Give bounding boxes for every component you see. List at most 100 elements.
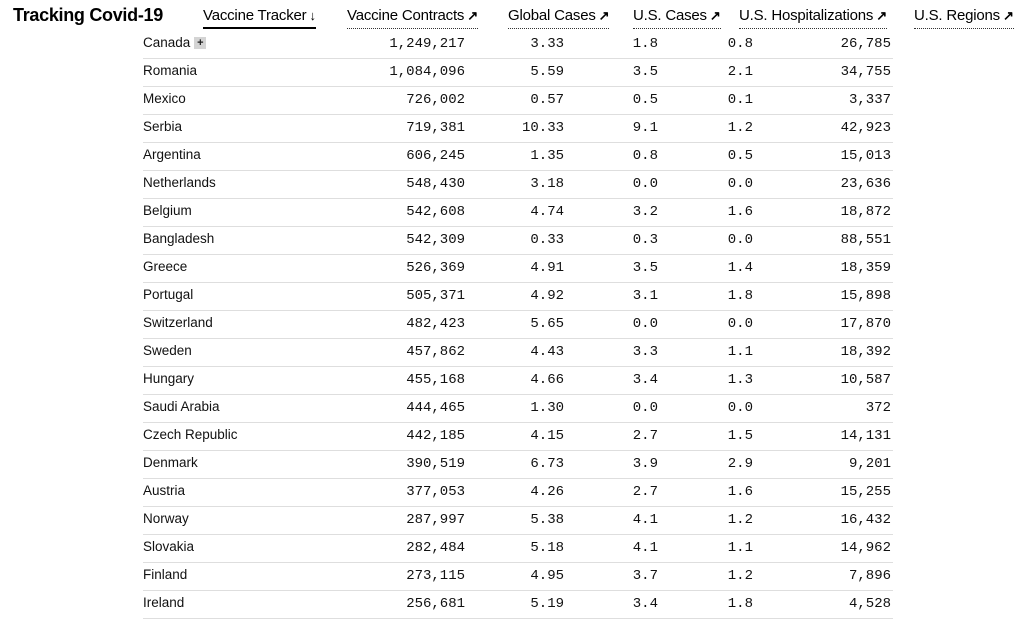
value-cell: 5.38 [530,512,564,528]
country-name: Bangladesh [143,231,215,246]
value-cell: 18,872 [840,204,891,220]
country-cell: Belgium [143,203,192,218]
value-cell: 14,962 [840,540,891,556]
doses-cell: 287,997 [406,512,465,528]
country-cell: Hungary [143,371,194,386]
value-cell: 3.2 [632,204,658,220]
value-cell: 4.1 [632,512,658,528]
country-cell: Canada + [143,35,207,50]
country-name: Serbia [143,119,183,134]
value-cell: 15,013 [840,148,891,164]
tab-label: Vaccine Contracts [347,7,465,24]
table-row: Denmark 390,519 6.73 3.9 2.9 9,201 [143,451,893,479]
value-cell: 1.6 [727,484,753,500]
tab-vaccine-contracts[interactable]: Vaccine Contracts ↗ [347,7,478,29]
value-cell: 372 [865,400,891,416]
table-row: Mexico 726,002 0.57 0.5 0.1 3,337 [143,87,893,115]
value-cell: 14,131 [840,428,891,444]
value-cell: 3.4 [632,596,658,612]
doses-cell: 256,681 [406,596,465,612]
value-cell: 1.1 [727,540,753,556]
tab-us-hospitalizations[interactable]: U.S. Hospitalizations ↗ [739,7,887,29]
country-name: Saudi Arabia [143,399,220,414]
value-cell: 1.8 [727,596,753,612]
country-cell: Switzerland [143,315,213,330]
value-cell: 26,785 [840,36,891,52]
value-cell: 5.19 [530,596,564,612]
country-cell: Norway [143,511,189,526]
arrow-up-right-icon: ↗ [876,8,887,23]
arrow-down-icon: ↓ [309,8,316,23]
value-cell: 1.2 [727,512,753,528]
value-cell: 7,896 [848,568,891,584]
value-cell: 15,255 [840,484,891,500]
country-cell: Netherlands [143,175,216,190]
country-name: Finland [143,567,188,582]
value-cell: 0.0 [632,400,658,416]
doses-cell: 1,249,217 [389,36,465,52]
value-cell: 2.9 [727,456,753,472]
site-title[interactable]: Tracking Covid-19 [13,5,163,25]
arrow-up-right-icon: ↗ [1002,8,1014,23]
table-row: Belgium 542,608 4.74 3.2 1.6 18,872 [143,199,893,227]
value-cell: 9.1 [632,120,658,136]
value-cell: 0.0 [632,176,658,192]
tab-us-regions[interactable]: U.S. Regions ↗ [914,7,1014,29]
value-cell: 0.0 [727,176,753,192]
doses-cell: 505,371 [406,288,465,304]
country-name: Argentina [143,147,201,162]
doses-cell: 526,369 [406,260,465,276]
value-cell: 0.8 [727,36,753,52]
value-cell: 0.3 [632,232,658,248]
country-cell: Romania [143,63,197,78]
doses-cell: 282,484 [406,540,465,556]
value-cell: 2.7 [632,484,658,500]
doses-cell: 542,608 [406,204,465,220]
value-cell: 0.33 [530,232,564,248]
table-row: Canada +1,249,217 3.33 1.8 0.8 26,785 [143,31,893,59]
value-cell: 5.18 [530,540,564,556]
tab-us-cases[interactable]: U.S. Cases ↗ [633,7,721,29]
value-cell: 4.26 [530,484,564,500]
tab-global-cases[interactable]: Global Cases ↗ [508,7,610,29]
value-cell: 4.91 [530,260,564,276]
value-cell: 1.3 [727,372,753,388]
country-name: Sweden [143,343,192,358]
country-cell: Bangladesh [143,231,214,246]
value-cell: 3.5 [632,260,658,276]
tab-label: U.S. Hospitalizations [739,7,874,24]
value-cell: 3.1 [632,288,658,304]
value-cell: 4.92 [530,288,564,304]
value-cell: 5.65 [530,316,564,332]
country-name: Portugal [143,287,194,302]
expand-plus-icon[interactable]: + [194,37,207,49]
country-name: Ireland [143,595,185,610]
top-navigation: Tracking Covid-19 Vaccine Tracker ↓ Vacci… [0,0,1024,32]
country-name: Denmark [143,455,198,470]
doses-cell: 1,084,096 [389,64,465,80]
country-cell: Mexico [143,91,186,106]
value-cell: 0.5 [632,92,658,108]
value-cell: 88,551 [840,232,891,248]
value-cell: 1.4 [727,260,753,276]
table-row: Austria 377,053 4.26 2.7 1.6 15,255 [143,479,893,507]
value-cell: 9,201 [848,456,891,472]
country-cell: Austria [143,483,185,498]
value-cell: 1.1 [727,344,753,360]
country-name: Hungary [143,371,195,386]
tab-label: U.S. Regions [914,7,1000,24]
country-name: Belgium [143,203,192,218]
tab-vaccine-tracker[interactable]: Vaccine Tracker ↓ [203,7,316,29]
arrow-up-right-icon: ↗ [598,8,610,23]
table-row: Czech Republic 442,185 4.15 2.7 1.5 14,131 [143,423,893,451]
value-cell: 42,923 [840,120,891,136]
table-row: Bangladesh 542,309 0.33 0.3 0.0 88,551 [143,227,893,255]
doses-cell: 390,519 [406,456,465,472]
value-cell: 15,898 [840,288,891,304]
doses-cell: 457,862 [406,344,465,360]
value-cell: 4,528 [848,596,891,612]
value-cell: 1.5 [727,428,753,444]
value-cell: 3.3 [632,344,658,360]
country-cell: Ireland [143,595,184,610]
value-cell: 1.2 [727,120,753,136]
